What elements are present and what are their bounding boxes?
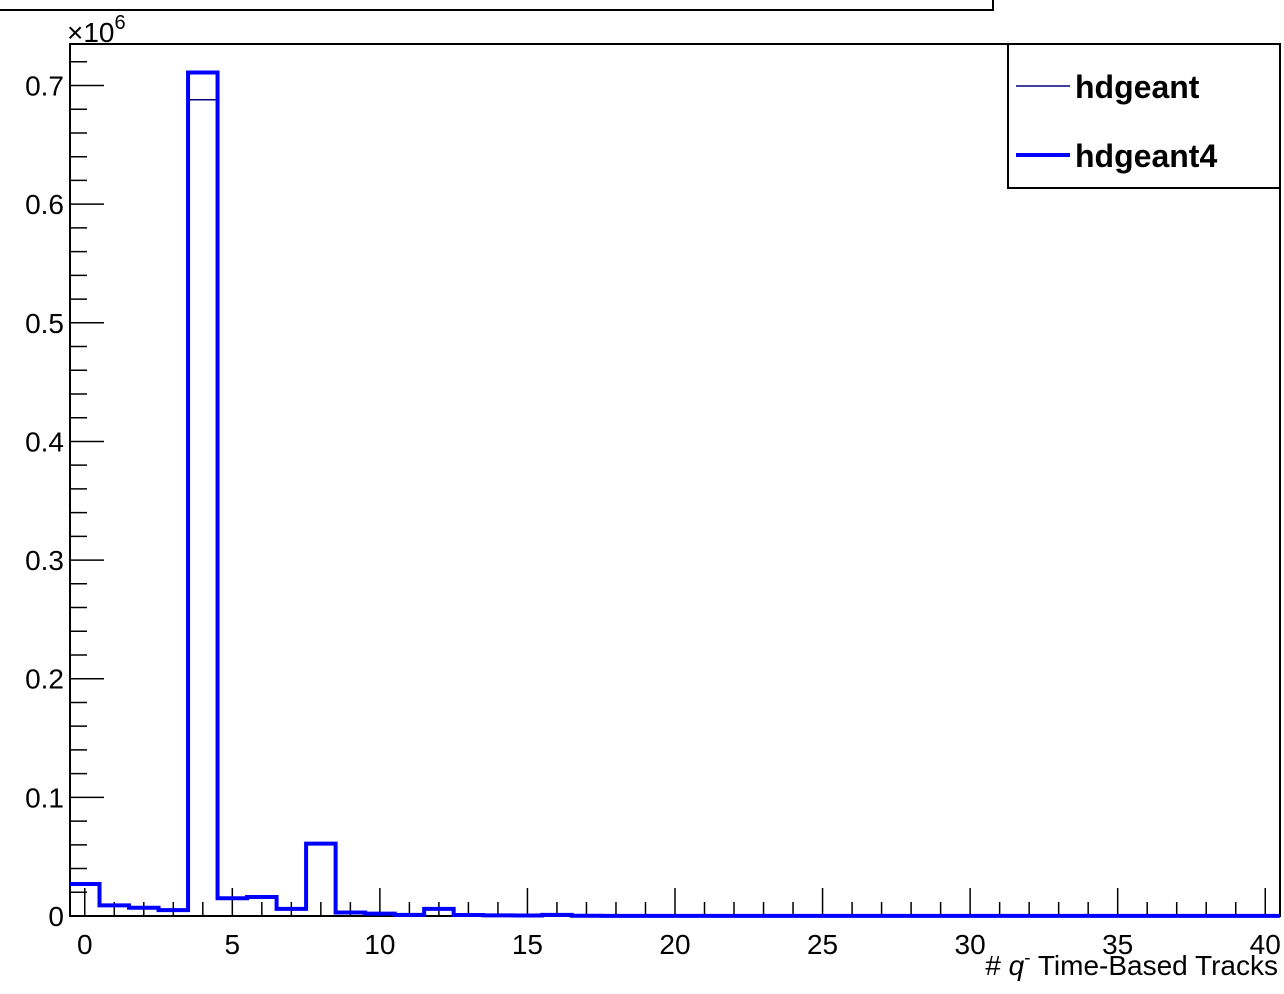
y-tick-label: 0.2 bbox=[25, 664, 64, 695]
x-tick-label: 0 bbox=[77, 929, 93, 960]
legend-label-hdgeant: hdgeant bbox=[1075, 69, 1200, 105]
x-tick-label: 25 bbox=[807, 929, 838, 960]
y-tick-label: 0.1 bbox=[25, 782, 64, 813]
y-exponent-label: ×106 bbox=[67, 12, 126, 48]
x-tick-label: 40 bbox=[1250, 929, 1281, 960]
y-axis: 0 0.1 0.2 0.3 0.4 0.5 0.6 0.7 bbox=[25, 61, 104, 932]
x-tick-label: 15 bbox=[512, 929, 543, 960]
y-tick-label: 0.7 bbox=[25, 71, 64, 102]
series-layer bbox=[70, 70, 1280, 918]
y-tick-label: 0.5 bbox=[25, 308, 64, 339]
y-tick-label: 0.3 bbox=[25, 545, 64, 576]
y-tick-label: 0.6 bbox=[25, 189, 64, 220]
x-tick-label: 30 bbox=[955, 929, 986, 960]
x-axis-title: # q- Time-Based Tracks bbox=[985, 948, 1278, 981]
x-tick-label: 10 bbox=[364, 929, 395, 960]
x-tick-label: 35 bbox=[1102, 929, 1133, 960]
x-tick-label: 20 bbox=[659, 929, 690, 960]
x-tick-label: 5 bbox=[225, 929, 241, 960]
series-hdgeant-outline bbox=[70, 99, 1280, 917]
legend-box bbox=[1007, 43, 1281, 189]
x-axis: 0 5 10 15 20 25 30 35 40 bbox=[77, 888, 1281, 960]
legend-label-hdgeant4: hdgeant4 bbox=[1075, 138, 1217, 174]
legend: hdgeant hdgeant4 bbox=[1007, 43, 1281, 189]
y-tick-label: 0.4 bbox=[25, 426, 64, 457]
y-tick-label: 0 bbox=[48, 901, 64, 932]
series-hdgeant4-outline bbox=[70, 70, 1280, 918]
title-box-remnant bbox=[0, 0, 994, 11]
